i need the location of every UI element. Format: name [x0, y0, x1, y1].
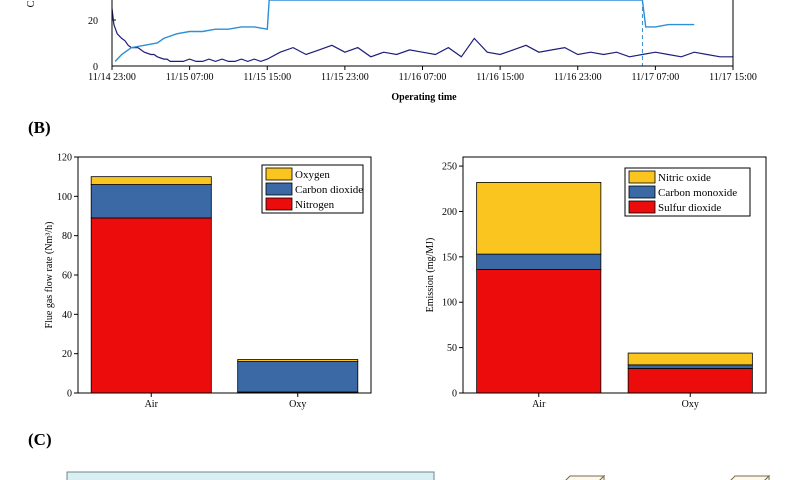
flue-gas-x-ticks: Air Oxy: [145, 393, 306, 410]
panel-a-y-axis-label: C: [26, 0, 37, 7]
legend-label-oxygen: Oxygen: [295, 169, 330, 181]
emission-y-tick-label: 50: [447, 343, 457, 354]
legend-swatch-sulfur-dioxide: [628, 200, 656, 214]
panel-a-frame: [111, 0, 734, 67]
panel-a-x-tick-label: 11/15 15:00: [243, 72, 291, 83]
flue-gas-y-ticks: 0 20 40 60 80 100 120: [57, 153, 78, 400]
panel-a-y-tick-label: 20: [88, 16, 98, 27]
panel-a-x-axis-label: Operating time: [391, 92, 457, 103]
flue-gas-y-tick-label: 120: [57, 153, 72, 164]
panel-a-series-line-1: [111, 8, 733, 63]
emission-y-ticks: 0 50 100 150 200 250: [442, 162, 463, 400]
flue-gas-y-tick-label: 100: [57, 192, 72, 203]
flue-gas-y-tick-label: 0: [67, 389, 72, 400]
panel-a-x-tick-label: 11/16 15:00: [476, 72, 524, 83]
legend-label-sulfur-dioxide: Sulfur dioxide: [658, 202, 721, 214]
legend-swatch-nitrogen: [265, 197, 293, 211]
panel-a-x-tick-label: 11/15 23:00: [321, 72, 369, 83]
bar-emission-air-carbon-monoxide: [476, 253, 602, 270]
legend-label-nitric-oxide: Nitric oxide: [658, 172, 711, 184]
cube-icon: [730, 474, 771, 480]
emission-y-tick-label: 0: [452, 389, 457, 400]
flue-gas-x-tick-label: Oxy: [289, 399, 306, 410]
panel-a-line-chart: C 020 11/14 23:00 11/15 07:00 11/15 15:00 1…: [26, 0, 757, 103]
flue-gas-flow-chart: 0 20 40 60 80 100 120 Air Oxy Flue gas flow rat…: [44, 153, 372, 410]
legend-label-nitrogen: Nitrogen: [295, 199, 335, 211]
legend-label-carbon-monoxide: Carbon monoxide: [658, 187, 737, 199]
panel-a-y-tick-label: 0: [93, 62, 98, 73]
bar-emission-air-sulfur-dioxide: [476, 269, 602, 394]
panel-c: [66, 471, 771, 480]
flue-gas-plot-frame: [77, 156, 372, 394]
flue-gas-bars: [90, 176, 359, 394]
legend-swatch-carbon-monoxide: [628, 185, 656, 199]
legend-swatch-carbon-dioxide: [265, 182, 293, 196]
bar-flue-gas-air-oxygen: [90, 176, 212, 185]
legend-swatch-oxygen: [265, 167, 293, 181]
legend-label-carbon-dioxide: Carbon dioxide: [295, 184, 363, 196]
emission-y-tick-label: 150: [442, 252, 457, 263]
bar-flue-gas-air-carbon-dioxide: [90, 184, 212, 219]
flue-gas-y-tick-label: 20: [62, 349, 72, 360]
bar-flue-gas-oxy-oxygen: [237, 359, 359, 362]
bar-flue-gas-air-nitrogen: [90, 217, 212, 394]
bar-emission-oxy-sulfur-dioxide: [627, 368, 753, 394]
panel-a-series: [111, 0, 733, 66]
emission-y-tick-label: 200: [442, 207, 457, 218]
bar-emission-oxy-carbon-monoxide: [627, 364, 753, 369]
panel-a-x-tick-label: 11/15 07:00: [166, 72, 214, 83]
emission-plot-frame: [462, 156, 767, 394]
panel-a-x-tick-label: 11/17 15:00: [709, 72, 757, 83]
flue-gas-y-axis-label: Flue gas flow rate (Nm³/h): [44, 222, 55, 329]
flue-gas-x-tick-label: Air: [145, 399, 159, 410]
emission-y-tick-label: 100: [442, 298, 457, 309]
panel-a-x-ticks: 11/14 23:00 11/15 07:00 11/15 15:00 11/15 2…: [88, 66, 757, 83]
panel-a-x-tick-label: 11/16 23:00: [554, 72, 602, 83]
panel-c-box: [66, 471, 435, 480]
flue-gas-y-tick-label: 60: [62, 271, 72, 282]
flue-gas-y-tick-label: 40: [62, 310, 72, 321]
bar-emission-oxy-nitric-oxide: [627, 352, 753, 366]
legend-swatch-nitric-oxide: [628, 170, 656, 184]
emission-y-tick-label: 250: [442, 162, 457, 173]
panel-c-label: (C): [28, 430, 52, 449]
bar-emission-air-nitric-oxide: [476, 182, 602, 255]
bar-flue-gas-oxy-carbon-dioxide: [237, 361, 359, 393]
panel-a-series-line-2: [114, 0, 695, 62]
cube-icon: [565, 474, 606, 480]
emission-x-tick-label: Oxy: [682, 399, 699, 410]
panel-a-x-tick-label: 11/17 07:00: [632, 72, 680, 83]
flue-gas-legend: Oxygen Carbon dioxide Nitrogen: [261, 164, 364, 214]
emission-x-tick-label: Air: [532, 399, 546, 410]
emission-legend: Nitric oxide Carbon monoxide Sulfur dioxid…: [624, 167, 751, 217]
flue-gas-y-tick-label: 80: [62, 231, 72, 242]
panel-a-x-tick-label: 11/14 23:00: [88, 72, 136, 83]
emission-x-ticks: Air Oxy: [532, 393, 699, 410]
emission-y-axis-label: Emission (mg/MJ): [425, 238, 436, 313]
emission-bars: [476, 182, 753, 394]
panel-a-x-tick-label: 11/16 07:00: [399, 72, 447, 83]
panel-b-label: (B): [28, 118, 51, 137]
